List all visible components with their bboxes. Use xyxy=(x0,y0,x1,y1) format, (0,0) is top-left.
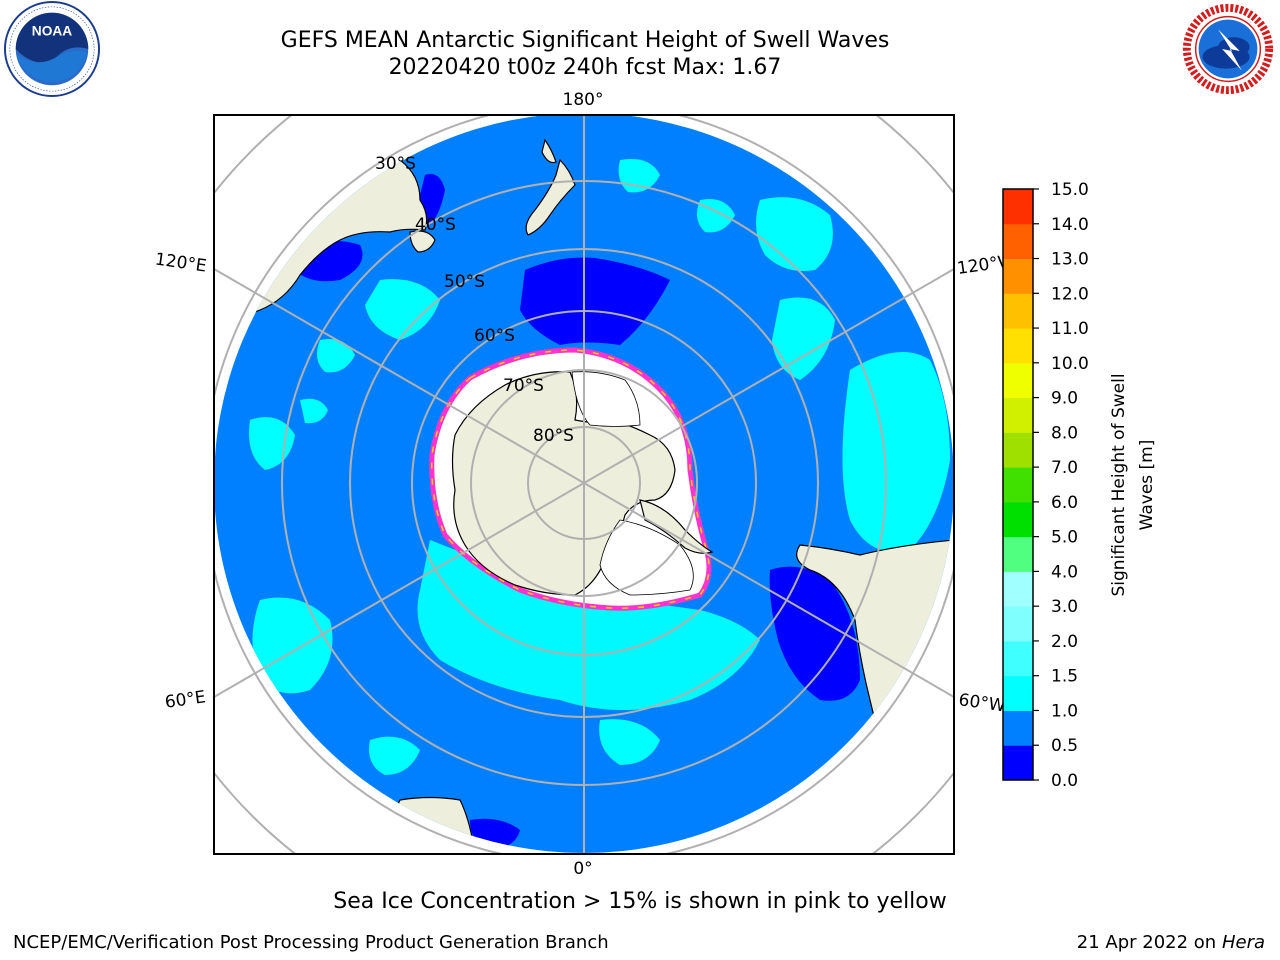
svg-text:NOAA: NOAA xyxy=(32,23,72,38)
sea-ice-note: Sea Ice Concentration > 15% is shown in … xyxy=(0,889,1280,914)
footer-machine: Hera xyxy=(1221,932,1265,953)
colorbar-bin-5 xyxy=(1003,571,1033,607)
colorbar-bin-3 xyxy=(1003,640,1033,677)
lat-label-30s: 30°S xyxy=(375,154,416,174)
colorbar-tick-label: 8.0 xyxy=(1051,423,1078,443)
colorbar-bin-4 xyxy=(1003,606,1033,642)
colorbar-label-line2: Waves [m] xyxy=(1137,440,1157,531)
colorbar-tick-label: 15.0 xyxy=(1051,180,1089,200)
colorbar-bin-2 xyxy=(1003,675,1033,711)
lat-label-40s: 40°S xyxy=(415,215,456,235)
lon-label-120e: 120°E xyxy=(154,250,208,277)
lon-label-60w: 60°W xyxy=(957,690,1006,716)
colorbar-frame xyxy=(1002,188,1034,781)
lon-label-0: 0° xyxy=(573,859,592,879)
nws-logo xyxy=(1180,1,1276,97)
colorbar-label-line1: Significant Height of Swell xyxy=(1109,373,1129,596)
lat-label-70s: 70°S xyxy=(503,376,544,396)
map-frame xyxy=(213,114,955,855)
map-gridlines xyxy=(214,115,954,854)
colorbar-tick-label: 5.0 xyxy=(1051,528,1078,548)
colorbar-bin-1 xyxy=(1003,710,1033,746)
colorbar-bin-7 xyxy=(1003,501,1033,538)
lat-label-60s: 60°S xyxy=(474,326,515,346)
colorbar-tick-label: 1.0 xyxy=(1051,701,1078,721)
colorbar-bin-11 xyxy=(1003,362,1033,399)
colorbar-tick-label: 3.0 xyxy=(1051,597,1078,617)
lon-label-180: 180° xyxy=(563,90,604,110)
colorbar-bin-16 xyxy=(1003,189,1033,225)
colorbar-tick-label: 6.0 xyxy=(1051,493,1078,513)
colorbar-tick-label: 0.5 xyxy=(1051,736,1078,756)
colorbar-tick-label: 9.0 xyxy=(1051,389,1078,409)
colorbar-bin-8 xyxy=(1003,467,1033,503)
colorbar-tick-label: 10.0 xyxy=(1051,354,1089,374)
chart-subtitle: 20220420 t00z 240h fcst Max: 1.67 xyxy=(388,55,782,80)
colorbar-bin-12 xyxy=(1003,328,1033,364)
colorbar-bin-13 xyxy=(1003,293,1033,329)
colorbar-tick-label: 4.0 xyxy=(1051,562,1078,582)
footer-date: 21 Apr 2022 on Hera xyxy=(1077,932,1265,953)
lon-label-60e: 60°E xyxy=(164,687,207,712)
chart-title: GEFS MEAN Antarctic Significant Height o… xyxy=(280,28,890,53)
colorbar-tick-label: 0.0 xyxy=(1051,771,1078,791)
footer-date-text: 21 Apr 2022 on xyxy=(1076,932,1222,953)
colorbar-tick-label: 1.5 xyxy=(1051,667,1078,687)
colorbar-bin-6 xyxy=(1003,536,1033,572)
colorbar-tick-label: 2.0 xyxy=(1051,632,1078,652)
colorbar-bin-9 xyxy=(1003,432,1033,468)
footer-credit: NCEP/EMC/Verification Post Processing Pr… xyxy=(13,932,609,953)
colorbar-bin-14 xyxy=(1003,258,1033,294)
lat-label-80s: 80°S xyxy=(533,426,574,446)
colorbar-tick-label: 11.0 xyxy=(1051,319,1089,339)
lat-label-50s: 50°S xyxy=(444,272,485,292)
noaa-logo: NOAA xyxy=(3,0,101,98)
colorbar: 0.0 0.5 1.0 1.5 2.0 3.0 4.0 5.0 6.0 7.0 8.0 9.0 10.0… xyxy=(1003,180,1089,791)
colorbar-tick-label: 14.0 xyxy=(1051,215,1089,235)
colorbar-bin-10 xyxy=(1003,397,1033,433)
sea-ice-note-text: Sea Ice Concentration > 15% is shown in … xyxy=(333,889,947,914)
colorbar-tick-label: 12.0 xyxy=(1051,284,1089,304)
colorbar-tick-label: 7.0 xyxy=(1051,458,1078,478)
colorbar-bin-15 xyxy=(1003,223,1033,260)
colorbar-tick-label: 13.0 xyxy=(1051,250,1089,270)
swell-field xyxy=(214,115,954,853)
colorbar-bin-0 xyxy=(1003,745,1033,781)
